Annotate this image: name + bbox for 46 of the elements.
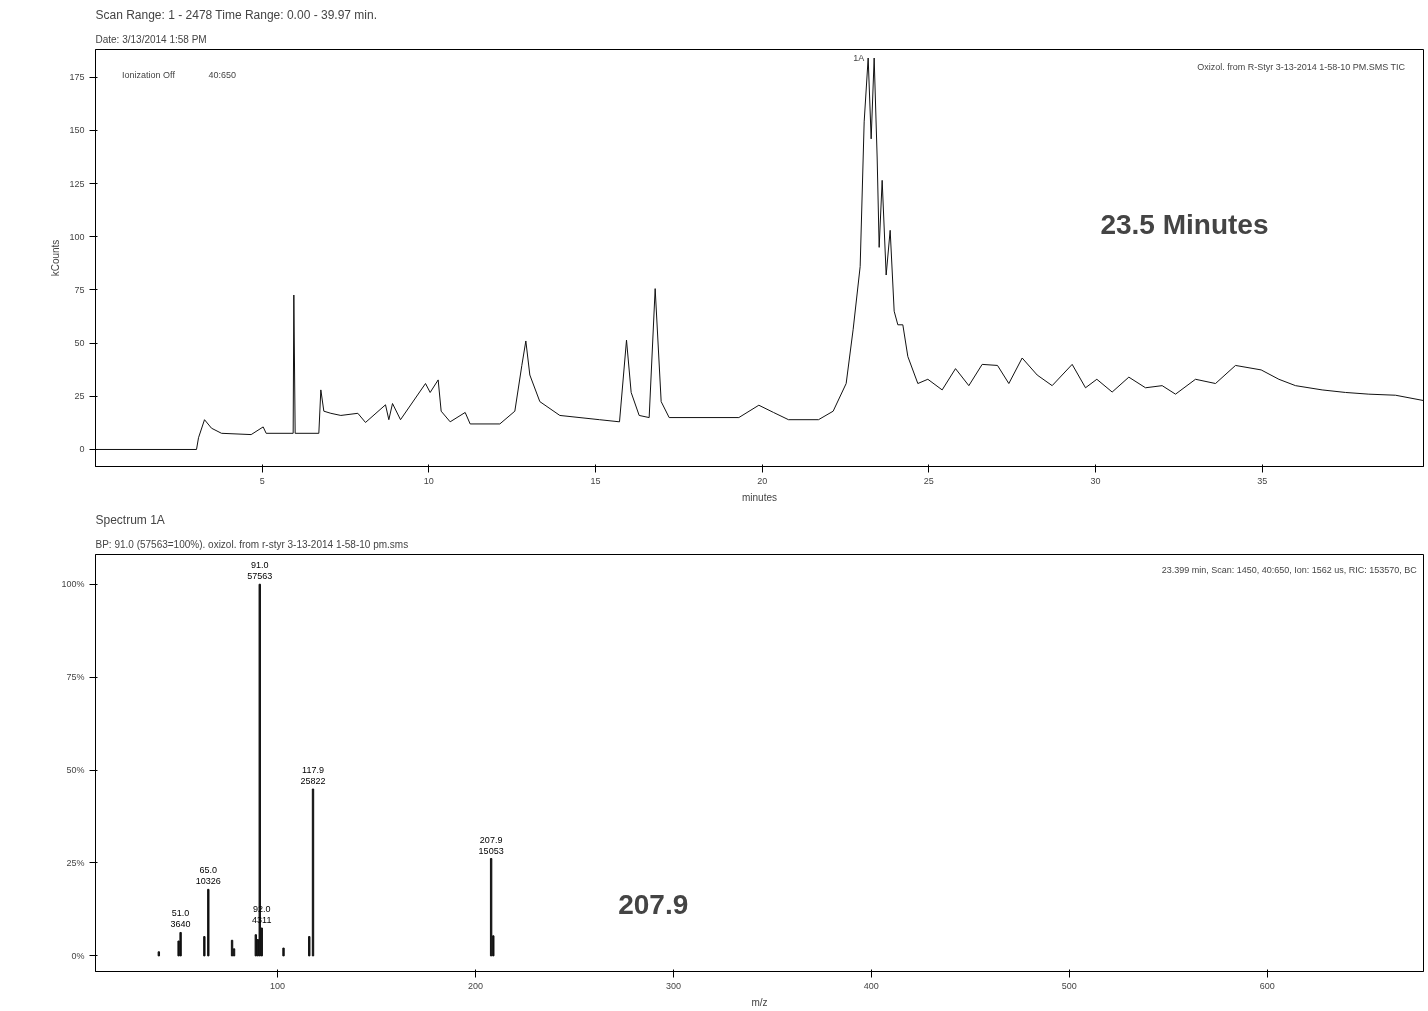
text: 91.0 57563	[247, 560, 273, 582]
y-tick-label: 75%	[66, 672, 85, 683]
y-axis-title: kCounts	[50, 239, 62, 277]
x-tick-label: 400	[863, 980, 879, 991]
x-tick-label: 35	[1257, 475, 1268, 486]
x-tick-label: 15	[590, 475, 601, 486]
x-tick-label: 100	[270, 980, 286, 991]
chart-subtitle: Date: 3/13/2014 1:58 PM	[95, 33, 207, 45]
x-tick-label: 200	[467, 980, 484, 991]
y-tick-label: 0%	[71, 950, 85, 961]
x-tick-label: 300	[665, 980, 681, 991]
annotation: 1A	[853, 53, 865, 64]
y-tick-label: 75	[74, 284, 85, 295]
y-tick-label: 175	[69, 72, 85, 83]
x-tick-label: 10	[423, 475, 434, 486]
text: 15053	[478, 845, 504, 856]
x-tick-label: 5	[259, 475, 265, 486]
y-tick-label: 25	[74, 391, 85, 402]
x-tick-label: 20	[757, 475, 768, 486]
y-tick-label: 150	[69, 125, 85, 136]
x-tick-label: 600	[1259, 980, 1275, 991]
text: 117.9 25822	[300, 765, 326, 787]
annotation: Ionization Off	[122, 70, 176, 81]
x-tick-label: 25	[923, 475, 934, 486]
annotation: 40:650	[208, 70, 236, 81]
annotation: 23.5 Minutes	[1100, 209, 1269, 241]
chart-title: Spectrum 1A	[95, 512, 165, 527]
y-tick-label: 0	[79, 444, 85, 455]
x-tick-label: 500	[1061, 980, 1077, 991]
chart-subtitle: BP: 91.0 (57563=100%). oxizol. from r-styr 3-13-2014 1-58-10 pm.sms	[95, 538, 409, 550]
chart-title: Scan Range: 1 - 2478 Time Range: 0.00 - 39.97 min.	[95, 7, 378, 22]
annotation: Oxizol. from R-Styr 3-13-2014 1-58-10 PM.SMS TIC	[1197, 62, 1406, 73]
y-tick-label: 100%	[61, 579, 85, 590]
y-tick-label: 125	[69, 178, 85, 189]
annotation: 23.399 min, Scan: 1450, 40:650, Ion: 1562 us, RIC: 153570, BC	[1161, 564, 1418, 575]
text: 65.0 10326	[195, 865, 221, 887]
y-tick-label: 100	[69, 231, 85, 242]
x-axis-title: minutes	[741, 491, 778, 503]
y-tick-label: 25%	[66, 857, 85, 868]
y-tick-label: 50	[74, 338, 85, 349]
y-tick-label: 50%	[66, 765, 85, 776]
x-tick-label: 30	[1090, 475, 1101, 486]
x-axis-title: m/z	[751, 996, 768, 1008]
text: 207.9	[618, 889, 689, 921]
text: 51.0 3640	[170, 908, 191, 930]
annotation: 207.9	[479, 834, 503, 845]
